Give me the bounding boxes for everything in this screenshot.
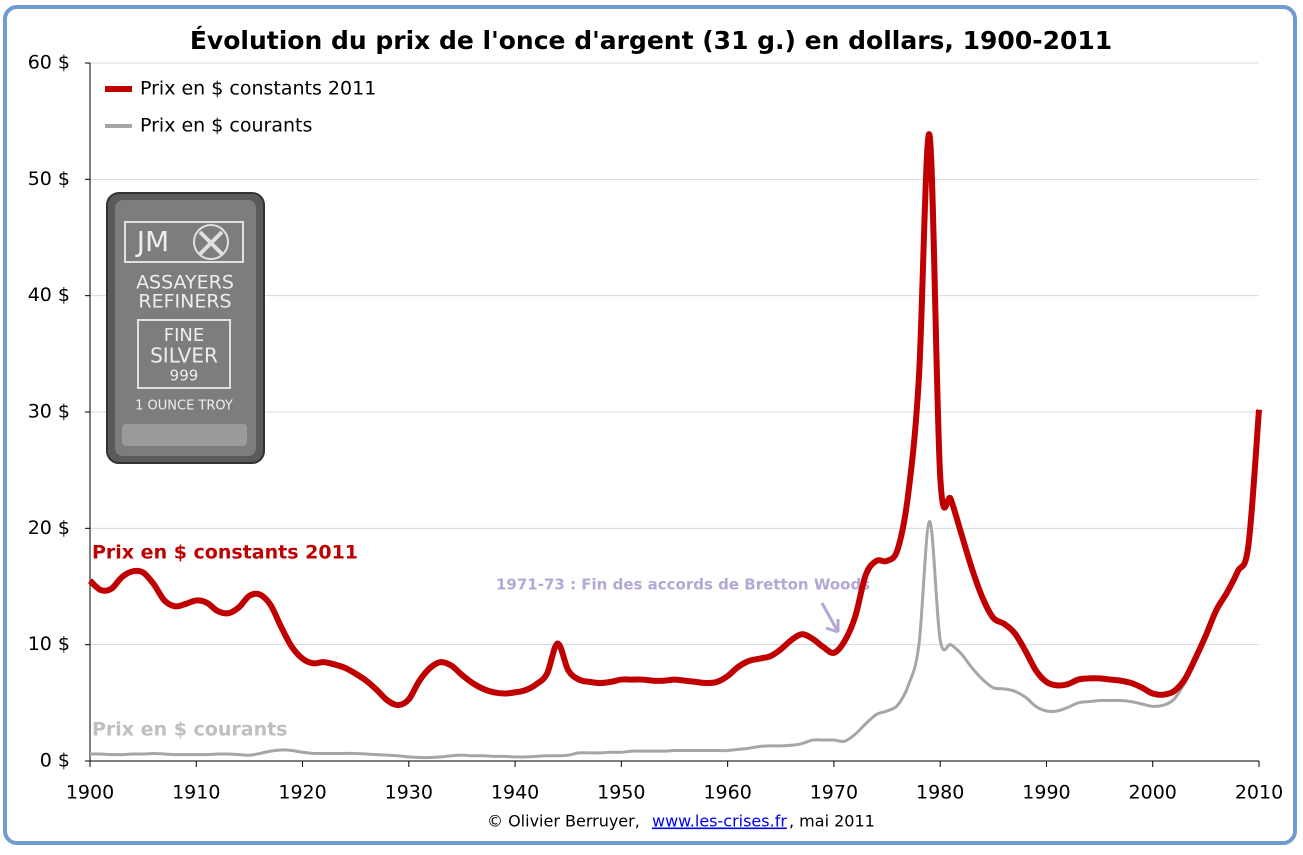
x-tick-label: 1900 <box>66 782 114 804</box>
y-tick-label: 0 $ <box>40 750 70 772</box>
chart-title: Évolution du prix de l'once d'argent (31… <box>190 26 1112 55</box>
x-tick-label: 1990 <box>1022 782 1070 804</box>
bar-text: ASSAYERS <box>136 272 234 294</box>
series-label: Prix en $ courants <box>92 719 288 741</box>
bar-text: SILVER <box>150 344 218 368</box>
line-series <box>87 131 1262 709</box>
x-tick-label: 1960 <box>703 782 751 804</box>
y-tick-label: 50 $ <box>28 168 70 190</box>
annotation-arrow <box>820 602 840 634</box>
x-tick-label: 1950 <box>597 782 645 804</box>
y-tick-label: 10 $ <box>28 633 70 655</box>
bar-text: FINE <box>164 325 205 346</box>
y-tick-label: 20 $ <box>28 517 70 539</box>
line-series <box>89 519 1218 760</box>
frame <box>3 5 1297 845</box>
y-tick-label: 60 $ <box>28 52 70 74</box>
axes: 0 $ 10 $ 20 $ 30 $ 40 $ 50 $ 60 $ 1900 1910 1920 1… <box>28 52 1283 804</box>
y-tick-label: 30 $ <box>28 401 70 423</box>
bar-text: 1 OUNCE TROY <box>135 399 233 414</box>
y-tick-label: 40 $ <box>28 284 70 306</box>
x-tick-label: 2010 <box>1235 782 1283 804</box>
x-tick-label: 2000 <box>1129 782 1177 804</box>
x-tick-label: 1970 <box>810 782 858 804</box>
series-label: Prix en $ constants 2011 <box>92 542 358 564</box>
bar-text: REFINERS <box>138 291 231 313</box>
bar-text: 999 <box>170 367 199 385</box>
footer: © Olivier Berruyer, <box>487 812 640 831</box>
footer: , mai 2011 <box>789 812 875 831</box>
legend-label: Prix en $ courants <box>140 115 312 137</box>
x-tick-label: 1910 <box>172 782 220 804</box>
annotation: 1971-73 : Fin des accords de Bretton Woo… <box>496 576 870 594</box>
x-tick-label: 1930 <box>385 782 433 804</box>
legend-label: Prix en $ constants 2011 <box>140 78 376 100</box>
x-tick-label: 1940 <box>491 782 539 804</box>
silver-bar: JM ASSAYERS REFINERS FINE SILVER 999 1 O… <box>106 192 265 464</box>
x-tick-label: 1980 <box>916 782 964 804</box>
x-tick-label: 1920 <box>278 782 326 804</box>
bar-text: JM <box>135 225 169 258</box>
footer-link[interactable]: www.les-crises.fr <box>652 812 787 831</box>
